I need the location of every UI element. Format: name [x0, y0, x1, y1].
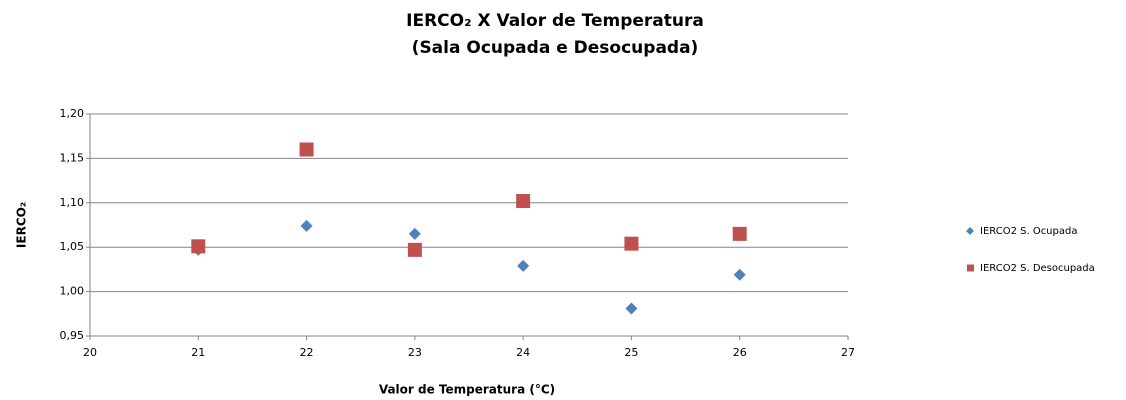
x-tick-label: 26: [733, 346, 747, 359]
y-tick-label: 1,15: [60, 151, 85, 164]
y-tick-label: 1,05: [60, 240, 85, 253]
chart-title: IERCO₂ X Valor de Temperatura: [406, 11, 704, 31]
x-tick-label: 25: [624, 346, 638, 359]
point: [299, 142, 314, 157]
x-tick-label: 20: [83, 346, 97, 359]
point: [191, 239, 206, 254]
legend-marker: [966, 227, 974, 235]
legend-label: IERCO2 S. Ocupada: [980, 226, 1077, 237]
legend-marker: [967, 264, 974, 272]
x-axis-title: Valor de Temperatura (°C): [379, 383, 555, 397]
y-tick-label: 1,10: [60, 196, 85, 209]
point: [625, 302, 638, 315]
point: [408, 227, 421, 240]
y-tick-label: 0,95: [60, 329, 85, 342]
point: [407, 242, 422, 257]
chart-subtitle: (Sala Ocupada e Desocupada): [412, 38, 699, 58]
y-tick-label: 1,00: [60, 285, 85, 298]
x-tick-label: 24: [516, 346, 530, 359]
point: [516, 194, 531, 209]
legend-label: IERCO2 S. Desocupada: [980, 263, 1095, 274]
point: [624, 236, 639, 251]
y-tick-label: 1,20: [60, 107, 85, 120]
x-tick-label: 22: [300, 346, 314, 359]
point: [517, 259, 530, 272]
point: [732, 226, 747, 241]
x-tick-label: 21: [191, 346, 205, 359]
x-tick-label: 27: [841, 346, 855, 359]
y-axis-title: IERCO₂: [15, 202, 29, 248]
x-tick-label: 23: [408, 346, 422, 359]
point: [733, 268, 746, 281]
point: [300, 219, 313, 232]
